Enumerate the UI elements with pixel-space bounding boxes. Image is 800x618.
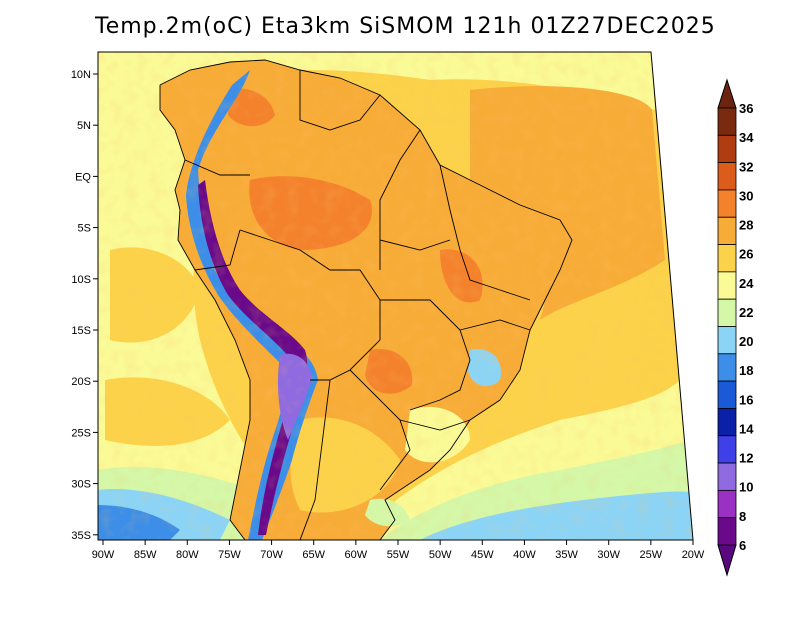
lon-tick-label: 50W xyxy=(429,549,452,561)
colorbar-segment xyxy=(717,380,737,409)
colorbar-segment xyxy=(717,462,737,491)
colorbar-label: 16 xyxy=(739,392,753,407)
colorbar-segment xyxy=(717,517,737,546)
colorbar-label: 26 xyxy=(739,247,753,262)
colorbar-segment xyxy=(717,271,737,300)
lon-tick-label: 80W xyxy=(176,549,199,561)
colorbar: 6 8 10 12 14 16 18 20 22 24 26 28 30 32 34 36 xyxy=(717,78,754,577)
colorbar-segment xyxy=(717,107,737,136)
lat-tick-label: 35S xyxy=(71,530,91,542)
lat-tick-label: 25S xyxy=(71,427,91,439)
lat-tick-label: 10S xyxy=(71,274,91,286)
lon-tick-label: 35W xyxy=(555,549,578,561)
temperature-field xyxy=(98,52,693,540)
colorbar-label: 18 xyxy=(739,363,753,378)
colorbar-label: 14 xyxy=(739,421,754,436)
colorbar-label: 10 xyxy=(739,480,753,495)
lon-tick-label: 40W xyxy=(513,549,536,561)
colorbar-segment xyxy=(717,189,737,218)
lon-tick-label: 45W xyxy=(471,549,494,561)
lon-tick-label: 60W xyxy=(345,549,368,561)
colorbar-label: 24 xyxy=(739,276,754,291)
lon-tick-label: 70W xyxy=(260,549,283,561)
colorbar-segment xyxy=(717,134,737,164)
latitude-axis: 10N 5N EQ 5S 10S 15S 20S 25S 30S 35S xyxy=(71,69,98,542)
colorbar-segment xyxy=(717,408,737,437)
lon-tick-label: 30W xyxy=(597,549,620,561)
colorbar-label: 34 xyxy=(739,130,754,145)
colorbar-under-arrow xyxy=(717,544,737,577)
lon-tick-label: 85W xyxy=(134,549,157,561)
colorbar-label: 22 xyxy=(739,305,753,320)
colorbar-segment xyxy=(717,435,737,464)
country-borders xyxy=(159,59,573,540)
lon-tick-label: 25W xyxy=(640,549,663,561)
colorbar-segment xyxy=(717,353,737,382)
colorbar-segment xyxy=(717,489,737,519)
colorbar-segment xyxy=(717,326,737,355)
lon-tick-label: 75W xyxy=(218,549,241,561)
colorbar-label: 30 xyxy=(739,188,753,203)
lon-tick-label: 65W xyxy=(302,549,325,561)
colorbar-segment xyxy=(717,244,737,273)
colorbar-label: 8 xyxy=(739,509,746,524)
colorbar-label: 32 xyxy=(739,159,753,174)
lat-tick-label: 20S xyxy=(71,376,91,388)
lat-tick-label: 5S xyxy=(78,223,91,235)
lat-tick-label: 5N xyxy=(77,120,91,132)
lat-tick-label: 10N xyxy=(71,69,91,81)
colorbar-segment xyxy=(717,162,737,191)
colorbar-label: 20 xyxy=(739,334,753,349)
colorbar-over-arrow xyxy=(717,78,737,109)
colorbar-segment xyxy=(717,298,737,327)
colorbar-label: 36 xyxy=(739,101,753,116)
lon-tick-label: 55W xyxy=(387,549,410,561)
lat-tick-label: EQ xyxy=(75,171,91,183)
colorbar-segment xyxy=(717,216,737,245)
field-texture xyxy=(98,52,693,540)
colorbar-label: 6 xyxy=(739,538,746,553)
colorbar-label: 12 xyxy=(739,451,753,466)
lon-tick-label: 90W xyxy=(92,549,115,561)
lon-tick-label: 20W xyxy=(682,549,705,561)
map-title: Temp.2m(oC) Eta3km SiSMOM 121h 01Z27DEC2… xyxy=(95,14,716,39)
colorbar-label: 28 xyxy=(739,218,753,233)
longitude-axis: 90W 85W 80W 75W 70W 65W 60W 55W 50W 45W 40W 35W 30W 2… xyxy=(92,540,705,561)
lat-tick-label: 15S xyxy=(71,325,91,337)
lat-tick-label: 30S xyxy=(71,479,91,491)
